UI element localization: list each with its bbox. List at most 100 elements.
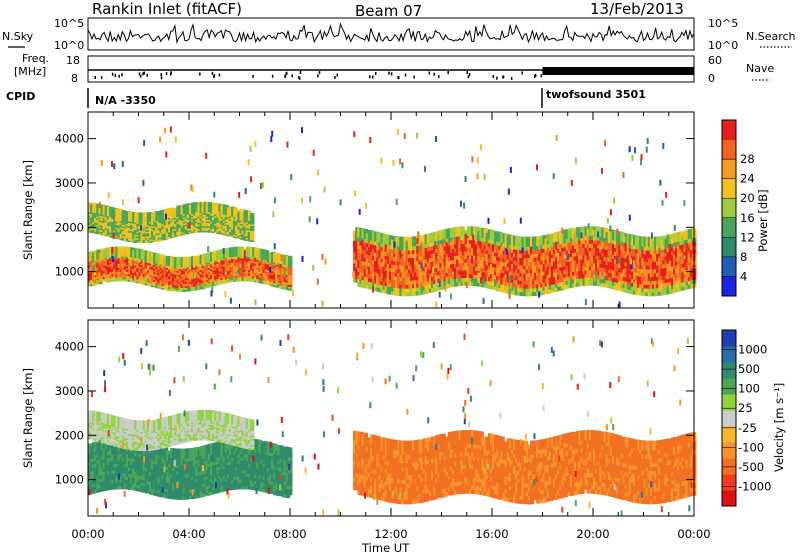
nave-mark	[160, 76, 163, 80]
heat-speck	[399, 158, 402, 165]
heat-speck	[417, 231, 420, 238]
nave-mark	[94, 75, 96, 79]
heat-speck	[93, 269, 96, 276]
heat-speck	[630, 258, 632, 265]
heat-speck	[561, 227, 564, 234]
heat-speck	[254, 299, 257, 306]
heat-speck	[628, 146, 631, 153]
heat-speck	[472, 234, 475, 241]
heat-speck	[380, 157, 383, 164]
heat-speck	[93, 265, 96, 272]
heat-speck	[249, 145, 252, 152]
heat-speck	[205, 152, 208, 159]
nave-mark	[447, 71, 449, 75]
heat-speck	[646, 138, 649, 144]
heat-speck	[519, 217, 522, 224]
nave-mark	[467, 75, 470, 79]
nave-mark	[100, 76, 103, 80]
colorbar-swatch	[722, 120, 736, 141]
nave-mark	[397, 76, 399, 80]
heat-speck	[217, 211, 220, 218]
heat-speck	[122, 199, 125, 206]
heat-speck	[280, 255, 283, 261]
nave-mark	[211, 71, 214, 75]
heat-speck	[286, 141, 289, 148]
heat-speck	[584, 299, 587, 305]
cpid-label: CPID	[6, 90, 35, 103]
heat-speck	[601, 167, 603, 174]
nsky-trace	[87, 22, 695, 44]
colorbar-swatch	[722, 217, 736, 238]
heat-speck	[464, 176, 467, 182]
heat-speck	[273, 197, 276, 204]
nsearch-label: N.Search	[746, 30, 796, 43]
heat-speck	[658, 247, 661, 254]
heat-speck	[597, 231, 599, 238]
heat-speck	[587, 223, 590, 230]
heat-speck	[213, 191, 216, 198]
nave-mark	[371, 75, 374, 79]
heat-speck	[580, 232, 583, 239]
heat-speck	[434, 241, 437, 248]
heat-speck	[301, 127, 303, 134]
heat-speck	[221, 253, 224, 260]
cpid-row: CPID N/A -3350 twofsound 3501	[6, 88, 646, 108]
heat-speck	[159, 136, 162, 143]
nave-mark	[218, 73, 221, 77]
nave-mark	[336, 73, 338, 77]
freq-tick-top: 18	[66, 54, 80, 67]
heat-speck	[365, 202, 367, 209]
freq-label-1: Freq.	[22, 52, 49, 65]
heat-speck	[323, 186, 326, 193]
heat-speck	[507, 188, 510, 195]
heat-speck	[634, 147, 636, 154]
heat-speck	[244, 188, 247, 195]
heat-speck	[536, 164, 538, 171]
nave-mark	[138, 72, 141, 76]
colorbar-swatch	[722, 276, 736, 297]
heat-speck	[498, 279, 501, 286]
heat-speck	[321, 300, 324, 307]
freq-panel: Freq. [MHz] 18 8 60 0 Nave	[14, 52, 774, 85]
heat-speck	[273, 243, 276, 250]
heat-speck	[292, 290, 294, 297]
nave-mark	[318, 71, 321, 75]
heat-speck	[301, 255, 304, 262]
heat-speck	[324, 258, 327, 265]
colorbar-tick-label: 28	[740, 152, 755, 166]
heat-speck	[438, 280, 441, 287]
colorbar-swatch	[722, 139, 736, 160]
heat-speck	[573, 234, 576, 241]
power-colorbar-label: Power [dB]	[756, 189, 770, 252]
colorbar-tick-label: 24	[740, 172, 755, 186]
freq-label-2: [MHz]	[14, 65, 46, 78]
heat-speck	[536, 275, 539, 282]
nave-mark	[121, 73, 123, 77]
nave-mark	[284, 74, 286, 78]
heat-speck	[372, 286, 375, 293]
heat-speck	[479, 144, 482, 151]
nsky-frame	[87, 17, 695, 51]
nave-mark	[375, 71, 377, 75]
colorbar-tick-label: 12	[740, 230, 755, 244]
heat-speck	[312, 264, 315, 271]
nave-mark	[492, 75, 494, 79]
heat-speck	[631, 154, 634, 161]
heat-speck	[552, 173, 555, 180]
heat-speck	[662, 143, 665, 149]
heat-speck	[169, 126, 172, 133]
colorbar-tick-label: 16	[740, 211, 755, 225]
heat-speck	[645, 146, 648, 153]
heat-speck	[194, 272, 197, 279]
freq-tick-bottom: 8	[71, 72, 78, 85]
heat-speck	[301, 197, 303, 204]
heat-speck	[271, 130, 274, 137]
heat-speck	[261, 181, 264, 188]
heat-speck	[631, 233, 634, 240]
heat-speck	[339, 199, 342, 206]
heat-speck	[111, 160, 113, 167]
heat-speck	[283, 269, 286, 276]
